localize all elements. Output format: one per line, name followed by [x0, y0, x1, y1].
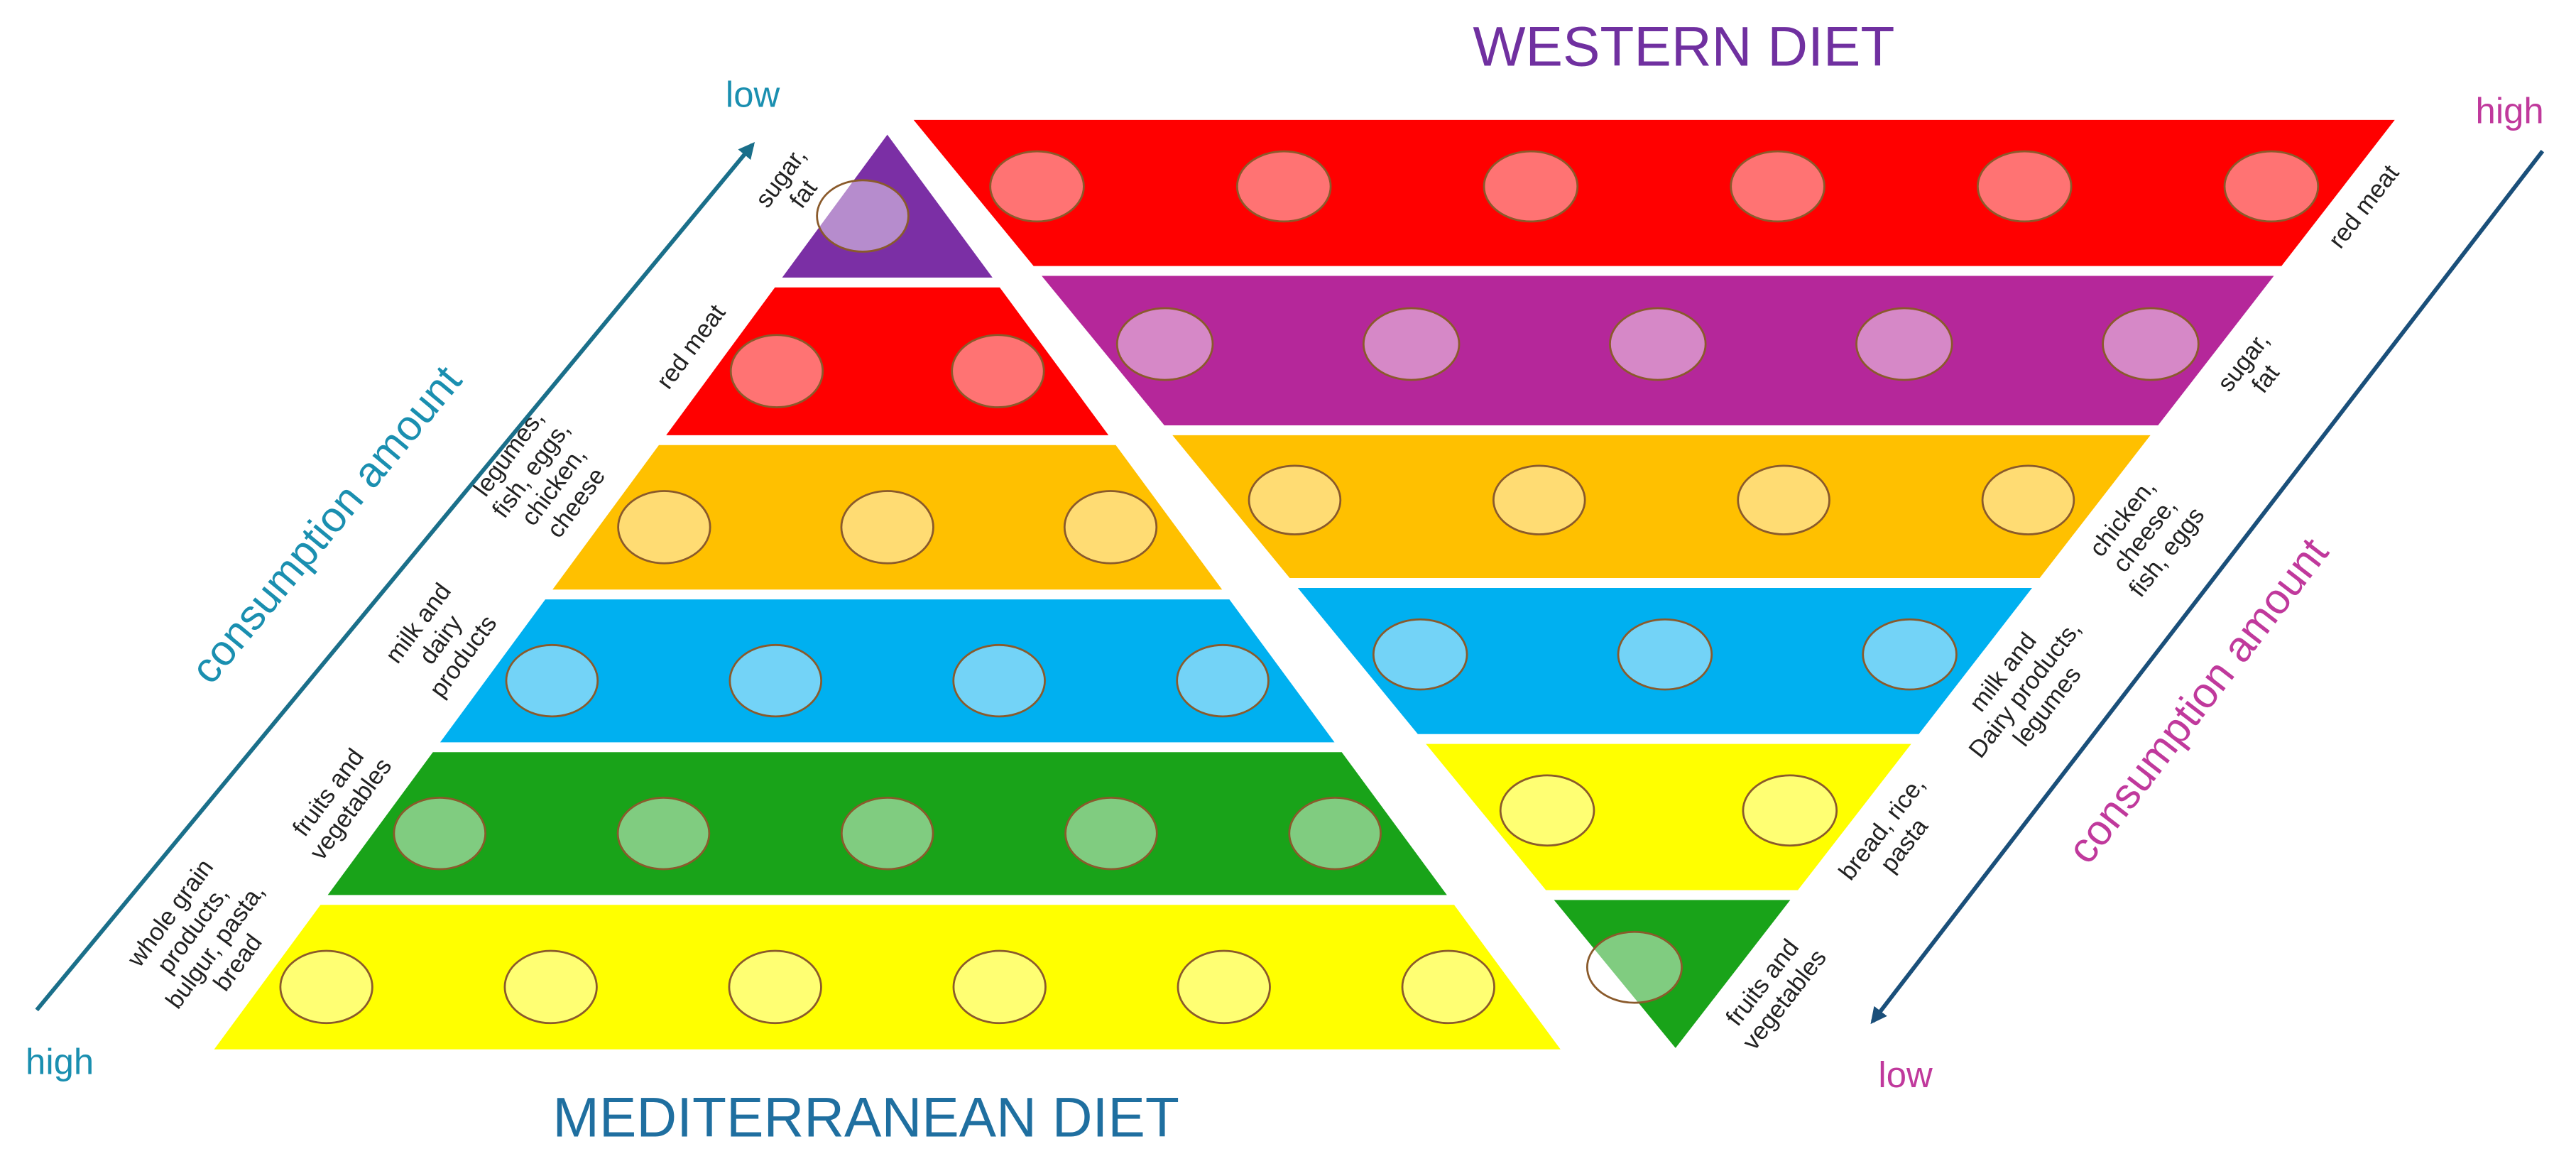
western-arrow	[1870, 150, 2545, 1025]
food-icon	[728, 949, 822, 1025]
food-icon	[1235, 150, 1332, 223]
food-icon	[393, 796, 487, 871]
western-band	[1426, 743, 1911, 890]
food-icon	[1609, 307, 1707, 381]
food-icon	[729, 334, 824, 408]
western-band	[1042, 276, 2274, 425]
food-icon	[1981, 464, 2075, 535]
food-icon	[2102, 307, 2200, 381]
food-icon	[952, 949, 1047, 1025]
med-band	[327, 752, 1447, 895]
food-icon	[1362, 307, 1461, 381]
food-icon	[728, 643, 823, 718]
food-icon	[617, 490, 711, 565]
food-icon	[1742, 774, 1838, 847]
western-level-label: sugar,fat	[2212, 327, 2285, 398]
western-title: WESTERN DIET	[1473, 16, 1894, 78]
food-icon	[952, 643, 1046, 718]
food-icon	[1372, 618, 1468, 691]
food-icon	[1976, 150, 2073, 223]
food-icon	[1483, 150, 1579, 223]
food-icon	[1115, 307, 1214, 381]
western-band	[1172, 435, 2151, 579]
med-axis-bottom: high	[26, 1041, 94, 1081]
food-icon	[1176, 643, 1270, 718]
med-band	[666, 287, 1109, 435]
food-icon	[840, 796, 934, 871]
food-icon	[1730, 150, 1825, 223]
food-icon	[1248, 464, 1342, 535]
food-icon	[1499, 774, 1595, 847]
food-icon	[1855, 307, 1953, 381]
med-arrow	[35, 141, 755, 1012]
food-icon	[1586, 930, 1683, 1004]
food-icon	[989, 150, 1085, 223]
food-icon	[951, 334, 1045, 408]
western-axis-top: high	[2476, 90, 2544, 131]
western-band	[1297, 587, 2032, 734]
med-band	[440, 599, 1335, 743]
food-icon	[1737, 464, 1830, 535]
food-icon	[1064, 796, 1158, 871]
food-icon	[1492, 464, 1586, 535]
food-icon	[1177, 949, 1271, 1025]
food-icon	[279, 949, 373, 1025]
food-icon	[1063, 490, 1158, 565]
mediterranean-title: MEDITERRANEAN DIET	[552, 1086, 1179, 1148]
food-icon	[1862, 618, 1958, 691]
food-icon	[1288, 796, 1382, 871]
food-icon	[616, 796, 711, 871]
western-band	[1554, 900, 1791, 1048]
western-axis-bottom: low	[1878, 1055, 1933, 1095]
food-icon	[1617, 618, 1713, 691]
western-axis-label: consumption amount	[2058, 529, 2337, 872]
food-icon	[503, 949, 598, 1025]
western-band	[913, 119, 2395, 266]
med-band	[214, 905, 1561, 1050]
food-icon	[840, 490, 934, 565]
food-icon	[816, 179, 910, 253]
med-axis-top: low	[726, 74, 780, 114]
med-band	[552, 445, 1223, 590]
food-icon	[2223, 150, 2320, 223]
food-icon	[1401, 949, 1495, 1025]
food-icon	[505, 643, 599, 718]
med-band	[782, 134, 993, 278]
